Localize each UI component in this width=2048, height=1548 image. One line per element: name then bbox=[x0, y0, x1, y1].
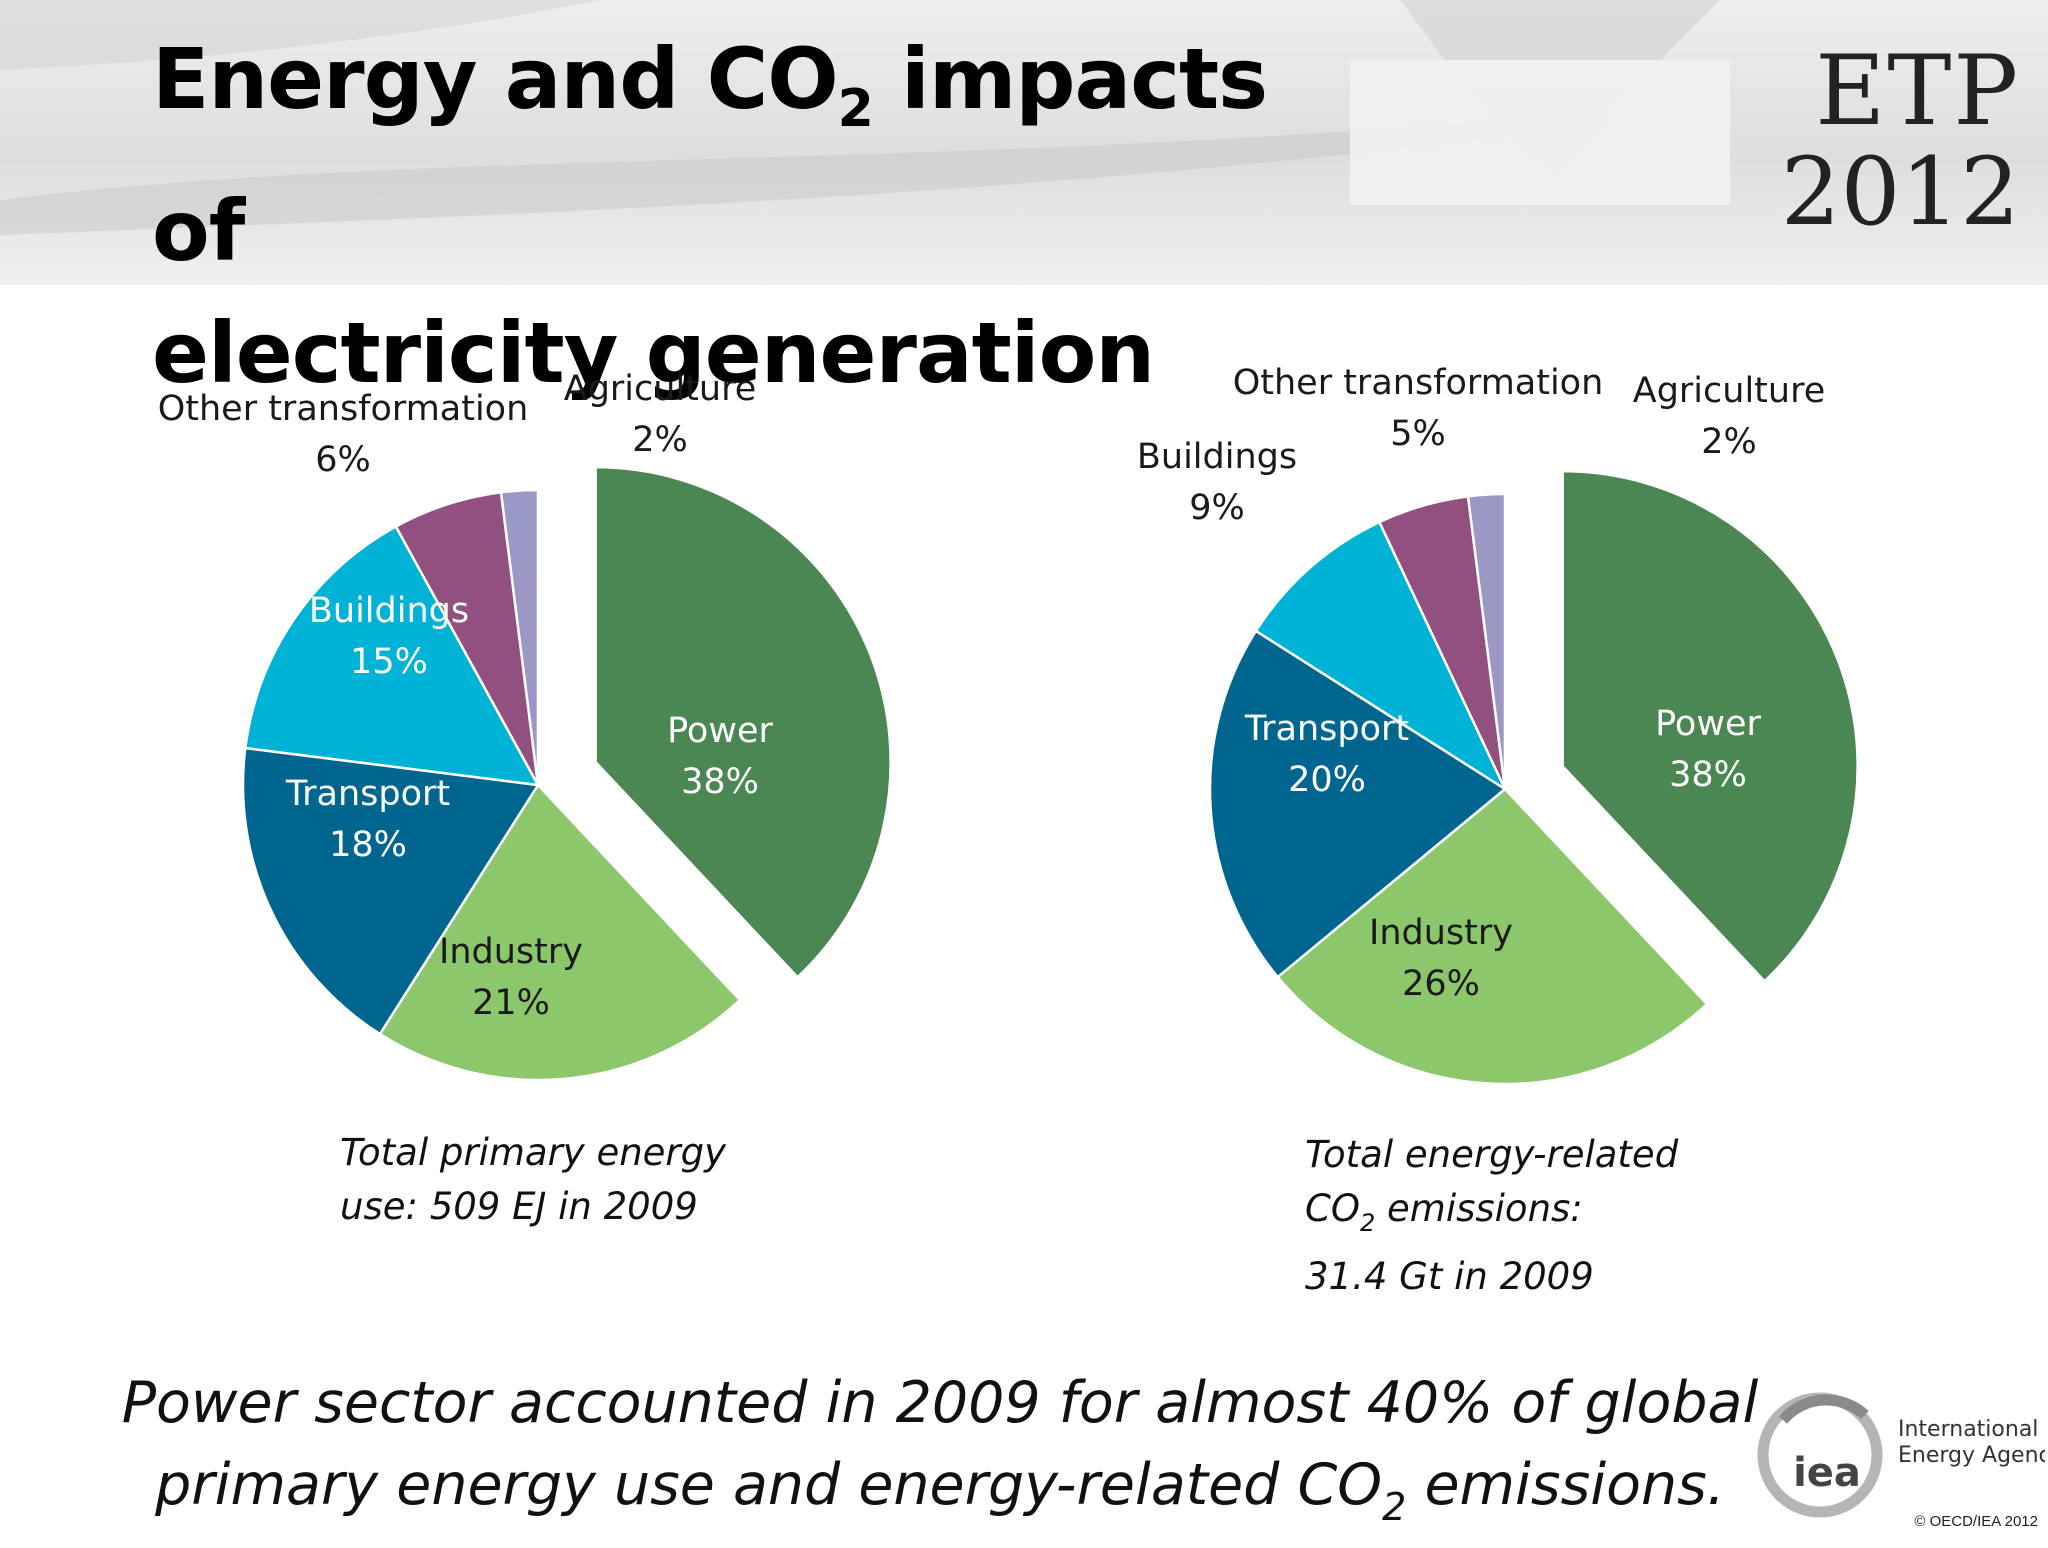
conclusion-statement: Power sector accounted in 2009 for almos… bbox=[80, 1362, 1800, 1548]
pie-slice-agriculture bbox=[1466, 492, 1507, 790]
pie-slice-industry bbox=[378, 782, 742, 1082]
etp-2012-logo: ETP 2012 bbox=[1760, 40, 2020, 244]
caption-line: Total energy-related bbox=[1305, 1133, 1679, 1176]
slice-label-transport: Transport 18% bbox=[285, 774, 450, 865]
page-title: Energy and CO2 impacts of electricity ge… bbox=[152, 18, 1352, 414]
caption-line: CO2 emissions: bbox=[1305, 1187, 1583, 1237]
title-text-line2: electricity generation bbox=[152, 304, 1155, 402]
co2-emissions-pie: Power 38% Industry 26% Transport 20% Buildings… bbox=[1137, 363, 1859, 1086]
title-text-a: Energy and CO bbox=[152, 30, 839, 128]
slice-label-other-transformation: Other transformation 6% bbox=[158, 389, 529, 480]
slice-label-industry: Industry 21% bbox=[439, 932, 583, 1023]
header-decoration bbox=[0, 0, 1730, 235]
slice-label-power: Power 38% bbox=[1655, 704, 1761, 795]
pie-slice-industry bbox=[1275, 787, 1709, 1086]
slice-label-transport: Transport 20% bbox=[1244, 709, 1409, 800]
slice-label-agriculture: Agriculture 2% bbox=[1633, 371, 1825, 462]
title-subscript: 2 bbox=[837, 79, 874, 139]
title-text-b: impacts of bbox=[152, 30, 1268, 280]
slice-label-other-transformation: Other transformation 5% bbox=[1233, 363, 1604, 454]
pie-slice-agriculture bbox=[499, 488, 540, 786]
header-background bbox=[0, 0, 2048, 285]
pie-slice-power bbox=[594, 465, 892, 979]
caption-line: Total primary energy bbox=[340, 1131, 727, 1174]
primary-energy-caption: Total primary energy use: 509 EJ in 2009 bbox=[340, 1126, 726, 1234]
copyright-notice: © OECD/IEA 2012 bbox=[1914, 1513, 2038, 1530]
slice-label-power: Power 38% bbox=[667, 711, 773, 802]
slice-label-buildings: Buildings 9% bbox=[1137, 437, 1297, 528]
conclusion-line2: primary energy use and energy-related CO… bbox=[155, 1452, 1725, 1529]
etp-year: 2012 bbox=[1780, 138, 2020, 247]
slice-label-buildings: Buildings 15% bbox=[309, 591, 469, 682]
pie-slice-transport bbox=[241, 746, 541, 1036]
iea-org-line1: International bbox=[1898, 1417, 2038, 1442]
iea-logo-text: iea bbox=[1793, 1450, 1861, 1496]
slice-label-industry: Industry 26% bbox=[1369, 913, 1513, 1004]
pie-charts: Power 38% Industry 21% Transport 18% Buildings… bbox=[158, 363, 1859, 1086]
co2-emissions-caption: Total energy-related CO2 emissions: 31.4… bbox=[1305, 1128, 1678, 1304]
iea-logo-arc bbox=[1778, 1394, 1869, 1424]
slice-label-agriculture: Agriculture 2% bbox=[564, 369, 756, 460]
pie-slice-transport bbox=[1208, 629, 1508, 979]
primary-energy-pie: Power 38% Industry 21% Transport 18% Buildings… bbox=[158, 369, 892, 1082]
conclusion-line1: Power sector accounted in 2009 for almos… bbox=[121, 1370, 1759, 1436]
caption-line: 31.4 Gt in 2009 bbox=[1305, 1255, 1594, 1298]
iea-org-line2: Energy Agency bbox=[1898, 1443, 2045, 1468]
pie-slice-buildings bbox=[1254, 520, 1508, 793]
caption-line: use: 509 EJ in 2009 bbox=[340, 1185, 698, 1228]
iea-logo: iea International Energy Agency bbox=[1757, 1392, 2045, 1518]
pie-slice-power bbox=[1561, 469, 1859, 983]
etp-label: ETP bbox=[1815, 35, 2020, 147]
pie-slice-buildings bbox=[243, 524, 541, 787]
